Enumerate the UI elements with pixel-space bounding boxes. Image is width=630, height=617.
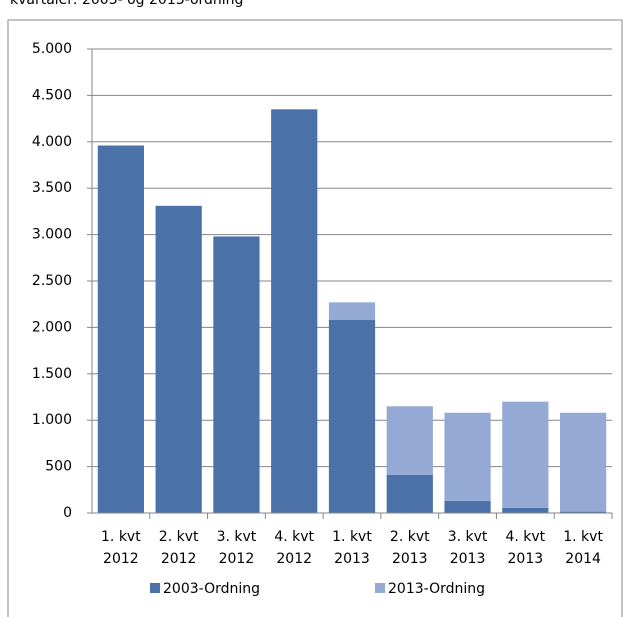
- y-tick-label: 4.500: [32, 87, 72, 103]
- x-tick-label: 3. kvt 2012: [216, 529, 257, 567]
- y-tick-label: 3.000: [32, 227, 72, 243]
- chart-title: kvartaler: 2003- og 2013-ordning: [10, 0, 243, 8]
- bar-segment: [502, 401, 549, 508]
- y-tick-label: 1.000: [32, 412, 72, 428]
- bar-segment: [271, 109, 318, 513]
- y-tick-label: 2.500: [32, 273, 72, 289]
- y-tick-label: 4.000: [32, 134, 72, 150]
- legend-swatch: [375, 583, 385, 593]
- bar-segment: [502, 507, 549, 513]
- bar-segment: [386, 474, 433, 513]
- x-tick-label: 1. kvt 2012: [101, 529, 141, 567]
- x-tick-label: 4. kvt 2012: [274, 529, 315, 567]
- legend-label: 2013-Ordning: [388, 581, 485, 597]
- bar-segment: [560, 412, 607, 512]
- legend-swatch: [150, 583, 160, 593]
- bar-segment: [444, 500, 491, 513]
- y-tick-label: 3.500: [32, 180, 72, 196]
- bar-segment: [386, 406, 433, 475]
- chart-border: [7, 19, 623, 617]
- bar-segment: [328, 319, 376, 513]
- bar-segment: [444, 412, 491, 501]
- y-tick-label: 1.500: [32, 366, 72, 382]
- x-tick-label: 2. kvt 2013: [389, 529, 430, 567]
- bar-segment: [97, 145, 144, 513]
- x-tick-label: 2. kvt 2012: [158, 529, 199, 567]
- y-tick-label: 0: [63, 505, 72, 521]
- bar-segment: [155, 205, 202, 513]
- x-tick-label: 1. kvt 2014: [563, 529, 603, 567]
- bar-segment: [213, 236, 260, 513]
- bar-segment: [328, 302, 376, 320]
- y-tick-label: 500: [45, 459, 72, 475]
- legend-label: 2003-Ordning: [163, 581, 260, 597]
- x-tick-label: 1. kvt 2013: [332, 529, 372, 567]
- x-tick-label: 3. kvt 2013: [447, 529, 488, 567]
- bar-segment: [560, 511, 607, 513]
- y-tick-label: 5.000: [32, 41, 72, 57]
- y-tick-label: 2.000: [32, 319, 72, 335]
- x-tick-label: 4. kvt 2013: [505, 529, 546, 567]
